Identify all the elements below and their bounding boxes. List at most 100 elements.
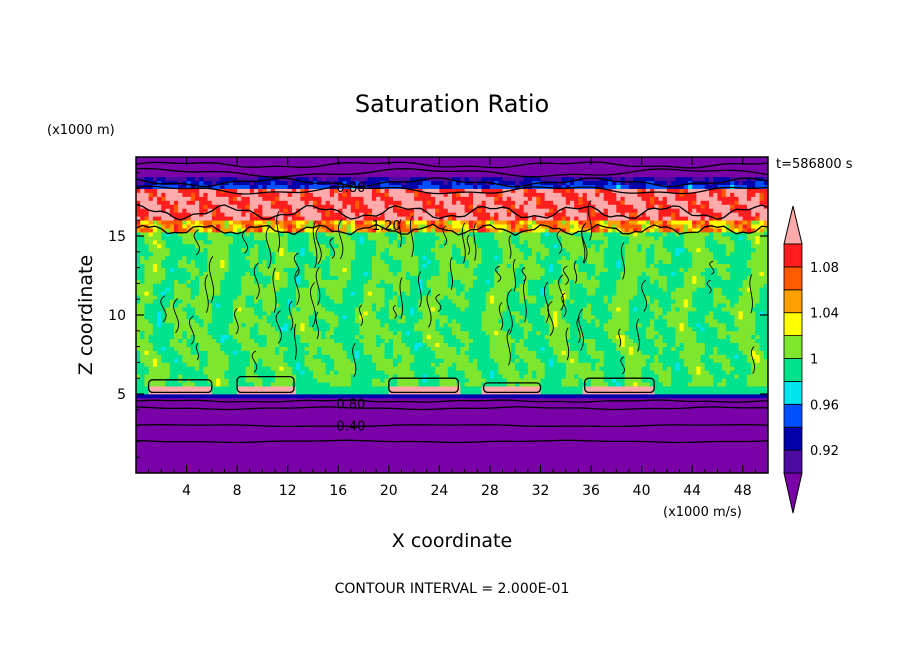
- heatmap-cell: [422, 421, 428, 426]
- heatmap-cell: [241, 413, 246, 419]
- heatmap-cell: [637, 437, 642, 442]
- heatmap-cell: [641, 382, 647, 387]
- heatmap-cell: [650, 441, 655, 446]
- heatmap-cell: [312, 370, 318, 375]
- heatmap-cell: [633, 433, 638, 438]
- heatmap-cell: [338, 453, 343, 458]
- heatmap-cell: [481, 429, 487, 434]
- heatmap-cell: [582, 465, 588, 470]
- heatmap-cell: [628, 401, 634, 407]
- heatmap-cell: [612, 374, 617, 379]
- heatmap-cell: [734, 346, 739, 351]
- heatmap-cell: [157, 469, 162, 473]
- heatmap-cell: [363, 413, 369, 419]
- heatmap-cell: [363, 469, 369, 473]
- heatmap-cell: [544, 350, 550, 355]
- heatmap-cell: [519, 441, 524, 446]
- heatmap-cell: [443, 386, 449, 391]
- heatmap-cell: [532, 429, 537, 434]
- heatmap-cell: [220, 394, 225, 399]
- heatmap-cell: [355, 421, 360, 426]
- heatmap-cell: [494, 433, 499, 438]
- heatmap-cell: [266, 465, 272, 470]
- heatmap-cell: [477, 445, 482, 450]
- heatmap-cell: [548, 386, 554, 391]
- heatmap-cell: [334, 374, 339, 379]
- heatmap-cell: [380, 441, 385, 446]
- heatmap-cell: [325, 370, 331, 375]
- heatmap-cell: [717, 358, 722, 363]
- heatmap-cell: [199, 437, 204, 442]
- heatmap-cell: [578, 425, 583, 430]
- heatmap-cell: [637, 417, 642, 422]
- heatmap-cell: [489, 358, 495, 363]
- heatmap-cell: [266, 386, 272, 391]
- heatmap-cell: [510, 382, 516, 387]
- heatmap-cell: [296, 449, 301, 454]
- heatmap-cell: [713, 449, 718, 454]
- heatmap-cell: [548, 394, 554, 399]
- heatmap-cell: [464, 413, 470, 419]
- heatmap-cell: [430, 417, 436, 422]
- heatmap-cell: [140, 390, 145, 395]
- heatmap-cell: [401, 405, 406, 411]
- heatmap-cell: [346, 370, 352, 375]
- heatmap-cell: [371, 382, 377, 387]
- heatmap-cell: [371, 390, 377, 395]
- heatmap-cell: [679, 366, 685, 371]
- heatmap-cell: [612, 370, 617, 375]
- heatmap-cell: [456, 461, 461, 466]
- heatmap-cell: [532, 378, 537, 383]
- heatmap-cell: [359, 354, 364, 359]
- heatmap-cell: [304, 449, 310, 454]
- heatmap-cell: [287, 338, 293, 343]
- heatmap-cell: [312, 366, 318, 371]
- heatmap-cell: [182, 386, 187, 391]
- heatmap-cell: [755, 413, 760, 419]
- heatmap-cell: [148, 469, 154, 473]
- heatmap-cell: [182, 358, 187, 363]
- heatmap-cell: [658, 457, 664, 462]
- heatmap-cell: [738, 386, 744, 391]
- heatmap-cell: [443, 461, 449, 466]
- heatmap-cell: [616, 382, 621, 387]
- heatmap-cell: [418, 437, 423, 442]
- heatmap-cell: [489, 409, 495, 415]
- heatmap-cell: [152, 461, 158, 466]
- heatmap-cell: [157, 401, 162, 407]
- heatmap-cell: [485, 374, 491, 379]
- heatmap-cell: [510, 425, 516, 430]
- heatmap-cell: [494, 382, 499, 387]
- heatmap-cell: [346, 386, 352, 391]
- heatmap-cell: [245, 386, 251, 391]
- heatmap-cell: [477, 413, 482, 419]
- heatmap-cell: [679, 425, 685, 430]
- heatmap-cell: [228, 354, 234, 359]
- heatmap-cell: [595, 421, 600, 426]
- heatmap-cell: [317, 465, 322, 470]
- heatmap-cell: [751, 374, 756, 379]
- heatmap-cell: [709, 358, 714, 363]
- heatmap-cell: [650, 421, 655, 426]
- heatmap-cell: [519, 354, 524, 359]
- heatmap-cell: [738, 401, 744, 407]
- heatmap-cell: [140, 362, 145, 367]
- heatmap-cell: [578, 445, 583, 450]
- heatmap-cell: [355, 449, 360, 454]
- heatmap-cell: [136, 421, 141, 426]
- heatmap-cell: [165, 382, 171, 387]
- heatmap-cell: [439, 453, 444, 458]
- heatmap-cell: [182, 469, 187, 473]
- heatmap-cell: [291, 437, 297, 442]
- heatmap-cell: [624, 346, 630, 351]
- heatmap-cell: [527, 461, 533, 466]
- heatmap-cell: [161, 394, 166, 399]
- heatmap-cell: [628, 358, 634, 363]
- heatmap-cell: [481, 417, 487, 422]
- heatmap-cell: [237, 350, 242, 355]
- heatmap-cell: [140, 370, 145, 375]
- heatmap-cell: [350, 453, 356, 458]
- heatmap-cell: [468, 382, 474, 387]
- heatmap-cell: [628, 366, 634, 371]
- heatmap-cell: [481, 449, 487, 454]
